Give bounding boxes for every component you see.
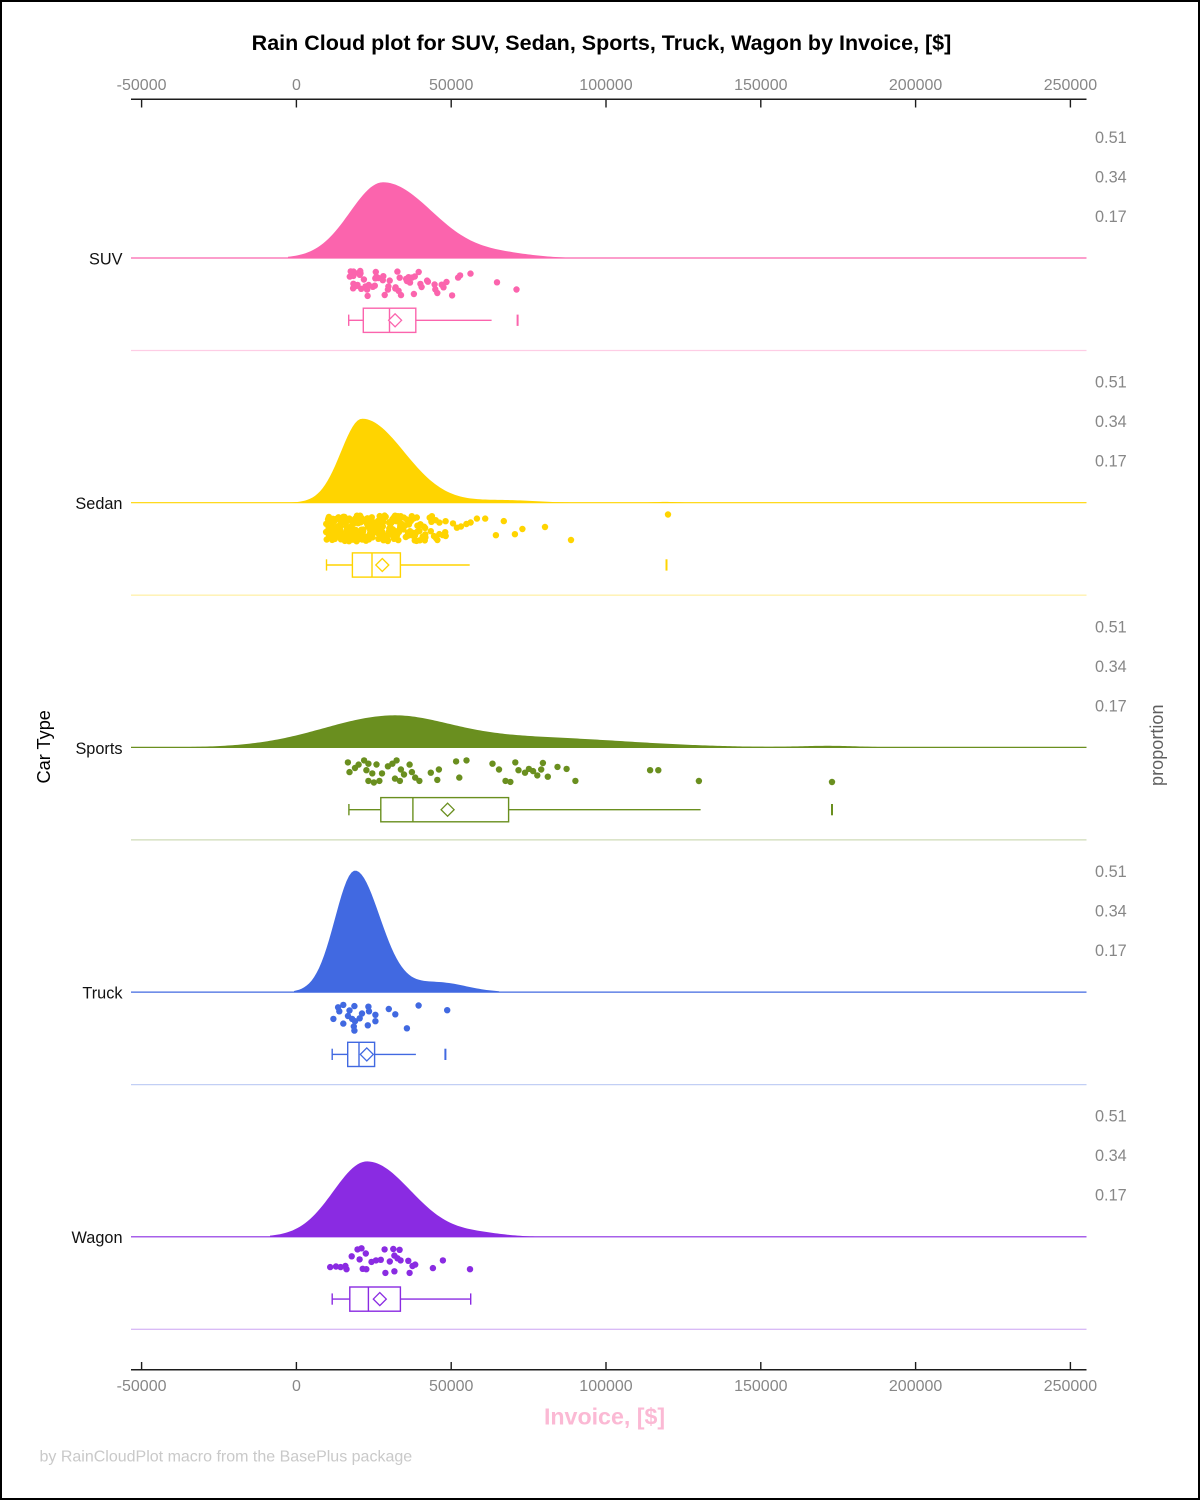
svg-text:proportion: proportion [1147,704,1167,785]
svg-text:0.17: 0.17 [1095,208,1127,226]
svg-text:0.34: 0.34 [1095,413,1127,431]
svg-text:50000: 50000 [429,1378,474,1395]
svg-text:150000: 150000 [734,77,787,94]
svg-text:250000: 250000 [1044,77,1097,94]
svg-text:Sports: Sports [75,740,122,758]
svg-text:0: 0 [292,1378,301,1395]
svg-text:0.17: 0.17 [1095,697,1127,715]
svg-text:by RainCloudPlot macro from th: by RainCloudPlot macro from the BasePlus… [40,1449,413,1466]
svg-text:SUV: SUV [89,250,123,268]
svg-text:Rain Cloud plot for SUV, Sedan: Rain Cloud plot for SUV, Sedan, Sports, … [252,31,952,55]
svg-text:250000: 250000 [1044,1378,1097,1395]
svg-text:0.51: 0.51 [1095,129,1127,147]
svg-text:Wagon: Wagon [72,1229,123,1247]
svg-text:Sedan: Sedan [75,495,122,513]
svg-text:0: 0 [292,77,301,94]
svg-text:150000: 150000 [734,1378,787,1395]
svg-text:0.17: 0.17 [1095,1187,1127,1205]
svg-text:0.51: 0.51 [1095,618,1127,636]
svg-text:100000: 100000 [579,77,632,94]
svg-text:0.34: 0.34 [1095,903,1127,921]
svg-text:0.34: 0.34 [1095,658,1127,676]
svg-text:200000: 200000 [889,77,942,94]
svg-text:Car Type: Car Type [34,710,54,783]
svg-text:0.51: 0.51 [1095,374,1127,392]
svg-text:0.51: 0.51 [1095,863,1127,881]
svg-text:-50000: -50000 [117,1378,167,1395]
svg-text:0.17: 0.17 [1095,453,1127,471]
svg-text:-50000: -50000 [117,77,167,94]
svg-text:Truck: Truck [82,985,123,1003]
svg-text:50000: 50000 [429,77,474,94]
svg-text:0.34: 0.34 [1095,168,1127,186]
svg-text:200000: 200000 [889,1378,942,1395]
svg-text:0.34: 0.34 [1095,1147,1127,1165]
svg-text:100000: 100000 [579,1378,632,1395]
svg-text:Invoice, [$]: Invoice, [$] [544,1404,665,1430]
svg-text:0.17: 0.17 [1095,942,1127,960]
svg-text:0.51: 0.51 [1095,1108,1127,1126]
